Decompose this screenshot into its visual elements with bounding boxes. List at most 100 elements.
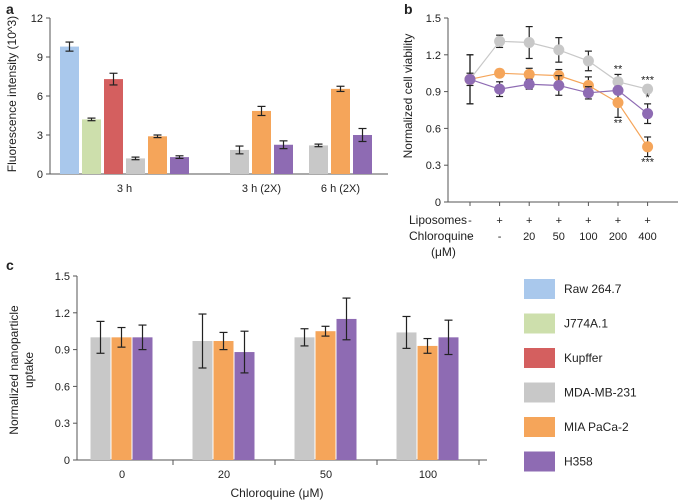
- chart-c-bar: [234, 352, 255, 460]
- chart-c-bar: [396, 332, 417, 460]
- chart-b-point: [582, 55, 594, 67]
- chart-a-ytick-label: 12: [31, 13, 43, 25]
- legend-swatch: [524, 382, 555, 403]
- legend-label: J774A.1: [564, 317, 608, 331]
- chart-a-bar: [230, 149, 249, 174]
- chart-c-category-label: 100: [419, 469, 437, 481]
- chart-c-ytick-label: 0.9: [55, 345, 70, 357]
- chart-a-bar: [274, 144, 293, 174]
- chart-a-bar: [331, 88, 350, 174]
- chart-a-ytick-label: 0: [37, 169, 43, 181]
- chart-b-liposomes-value: +: [585, 215, 591, 227]
- legend-swatch: [524, 348, 555, 368]
- panel-label-b: b: [404, 1, 413, 17]
- chart-b-ytick-label: 0.3: [426, 160, 441, 172]
- chart-b-chloroquine-value: 50: [553, 231, 565, 243]
- chart-c-bar: [192, 341, 213, 460]
- panel-label-c: c: [6, 257, 14, 273]
- legend-swatch: [524, 313, 555, 334]
- chart-c-bar: [132, 337, 153, 460]
- chart-a-ylabel: Fluorescence intensity (10^3): [5, 16, 19, 172]
- chart-a-ytick-label: 6: [37, 91, 43, 103]
- chart-a-group-label: 3 h: [117, 183, 132, 195]
- chart-b-chloroquine-value: 400: [638, 231, 656, 243]
- chart-b-chloroquine-value: -: [498, 231, 502, 243]
- legend-swatch: [524, 279, 555, 299]
- chart-b: Normalized cell viability Liposomes Chlo…: [401, 13, 678, 259]
- chart-b-chloroquine-value: 100: [579, 231, 597, 243]
- chart-b-chloroquine-value: -: [468, 231, 472, 243]
- chart-b-ytick-label: 1.2: [426, 50, 441, 62]
- legend-label: Raw 264.7: [564, 282, 622, 296]
- chart-a-bar: [148, 136, 167, 174]
- chart-b-point: [642, 108, 654, 120]
- chart-a: Fluorescence intensity (10^3) 0 3 6 9 12 3 h 3…: [5, 13, 388, 195]
- chart-c-ylabel-line1: Normalized nanoparticle: [7, 305, 21, 435]
- legend: Raw 264.7 J774A.1 Kupffer MDA-MB-231 MIA PaC…: [524, 279, 637, 472]
- chart-b-significance: *: [645, 92, 650, 104]
- legend-label: Kupffer: [564, 351, 602, 365]
- chart-b-point: [523, 37, 535, 49]
- panel-label-a: a: [6, 1, 14, 17]
- chart-a-bar: [309, 145, 328, 174]
- chart-a-bar: [170, 157, 189, 174]
- chart-b-row-label-chloroquine: Chloroquine: [409, 229, 474, 243]
- chart-b-significance: **: [614, 63, 623, 75]
- chart-a-group-label: 3 h (2X): [242, 183, 281, 195]
- chart-a-bar: [82, 119, 101, 174]
- chart-b-row-label-liposomes: Liposomes: [409, 213, 467, 227]
- legend-swatch: [524, 451, 555, 472]
- chart-b-ytick-label: 1.5: [426, 13, 441, 25]
- chart-b-point: [464, 73, 476, 85]
- chart-c-bar: [294, 337, 315, 460]
- chart-c-ylabel-line2: uptake: [22, 352, 36, 388]
- chart-c-ytick-label: 0.6: [55, 381, 70, 393]
- chart-b-liposomes-value: +: [526, 215, 532, 227]
- chart-a-bar: [252, 110, 271, 174]
- chart-b-point: [642, 83, 654, 95]
- chart-c-bar: [438, 337, 459, 460]
- chart-c-bar: [111, 337, 132, 460]
- chart-b-liposomes-value: +: [644, 215, 650, 227]
- chart-b-point: [523, 68, 535, 80]
- chart-a-bar: [104, 79, 123, 174]
- chart-b-ytick-label: 0: [435, 197, 441, 209]
- chart-c-ytick-label: 0.3: [55, 418, 70, 430]
- chart-b-significance: ***: [641, 74, 655, 86]
- chart-a-group-label: 6 h (2X): [321, 183, 360, 195]
- chart-b-point: [612, 97, 624, 109]
- chart-c: Normalized nanoparticle uptake Chloroqui…: [7, 271, 487, 500]
- chart-c-bar: [213, 341, 234, 460]
- legend-swatch: [524, 417, 555, 437]
- chart-b-chloroquine-value: 200: [609, 231, 627, 243]
- chart-a-ytick-label: 9: [37, 52, 43, 64]
- chart-b-ylabel: Normalized cell viability: [401, 34, 415, 159]
- chart-b-point: [494, 67, 506, 79]
- chart-b-significance: ***: [641, 157, 655, 169]
- legend-label: MIA PaCa-2: [564, 420, 629, 434]
- chart-b-point: [494, 35, 506, 47]
- chart-b-point: [494, 83, 506, 95]
- legend-label: MDA-MB-231: [564, 386, 637, 400]
- chart-a-bar: [353, 135, 372, 174]
- chart-a-bar: [126, 158, 145, 174]
- chart-c-bar: [336, 318, 357, 460]
- chart-b-point: [612, 84, 624, 96]
- chart-c-bar: [315, 331, 336, 460]
- chart-a-ytick-label: 3: [37, 130, 43, 142]
- chart-c-category-label: 50: [320, 469, 332, 481]
- chart-b-liposomes-value: +: [556, 215, 562, 227]
- chart-c-category-label: 20: [218, 469, 230, 481]
- chart-b-point: [612, 76, 624, 88]
- chart-c-bar: [417, 345, 438, 460]
- chart-c-bar: [90, 337, 111, 460]
- chart-c-ytick-label: 1.5: [55, 271, 70, 283]
- chart-b-row-label-unit: (μM): [431, 245, 456, 259]
- chart-b-liposomes-value: +: [496, 215, 502, 227]
- chart-b-point: [642, 141, 654, 153]
- chart-b-liposomes-value: +: [615, 215, 621, 227]
- chart-b-point: [553, 79, 565, 91]
- chart-b-chloroquine-value: 20: [523, 231, 535, 243]
- chart-b-liposomes-value: -: [468, 215, 472, 227]
